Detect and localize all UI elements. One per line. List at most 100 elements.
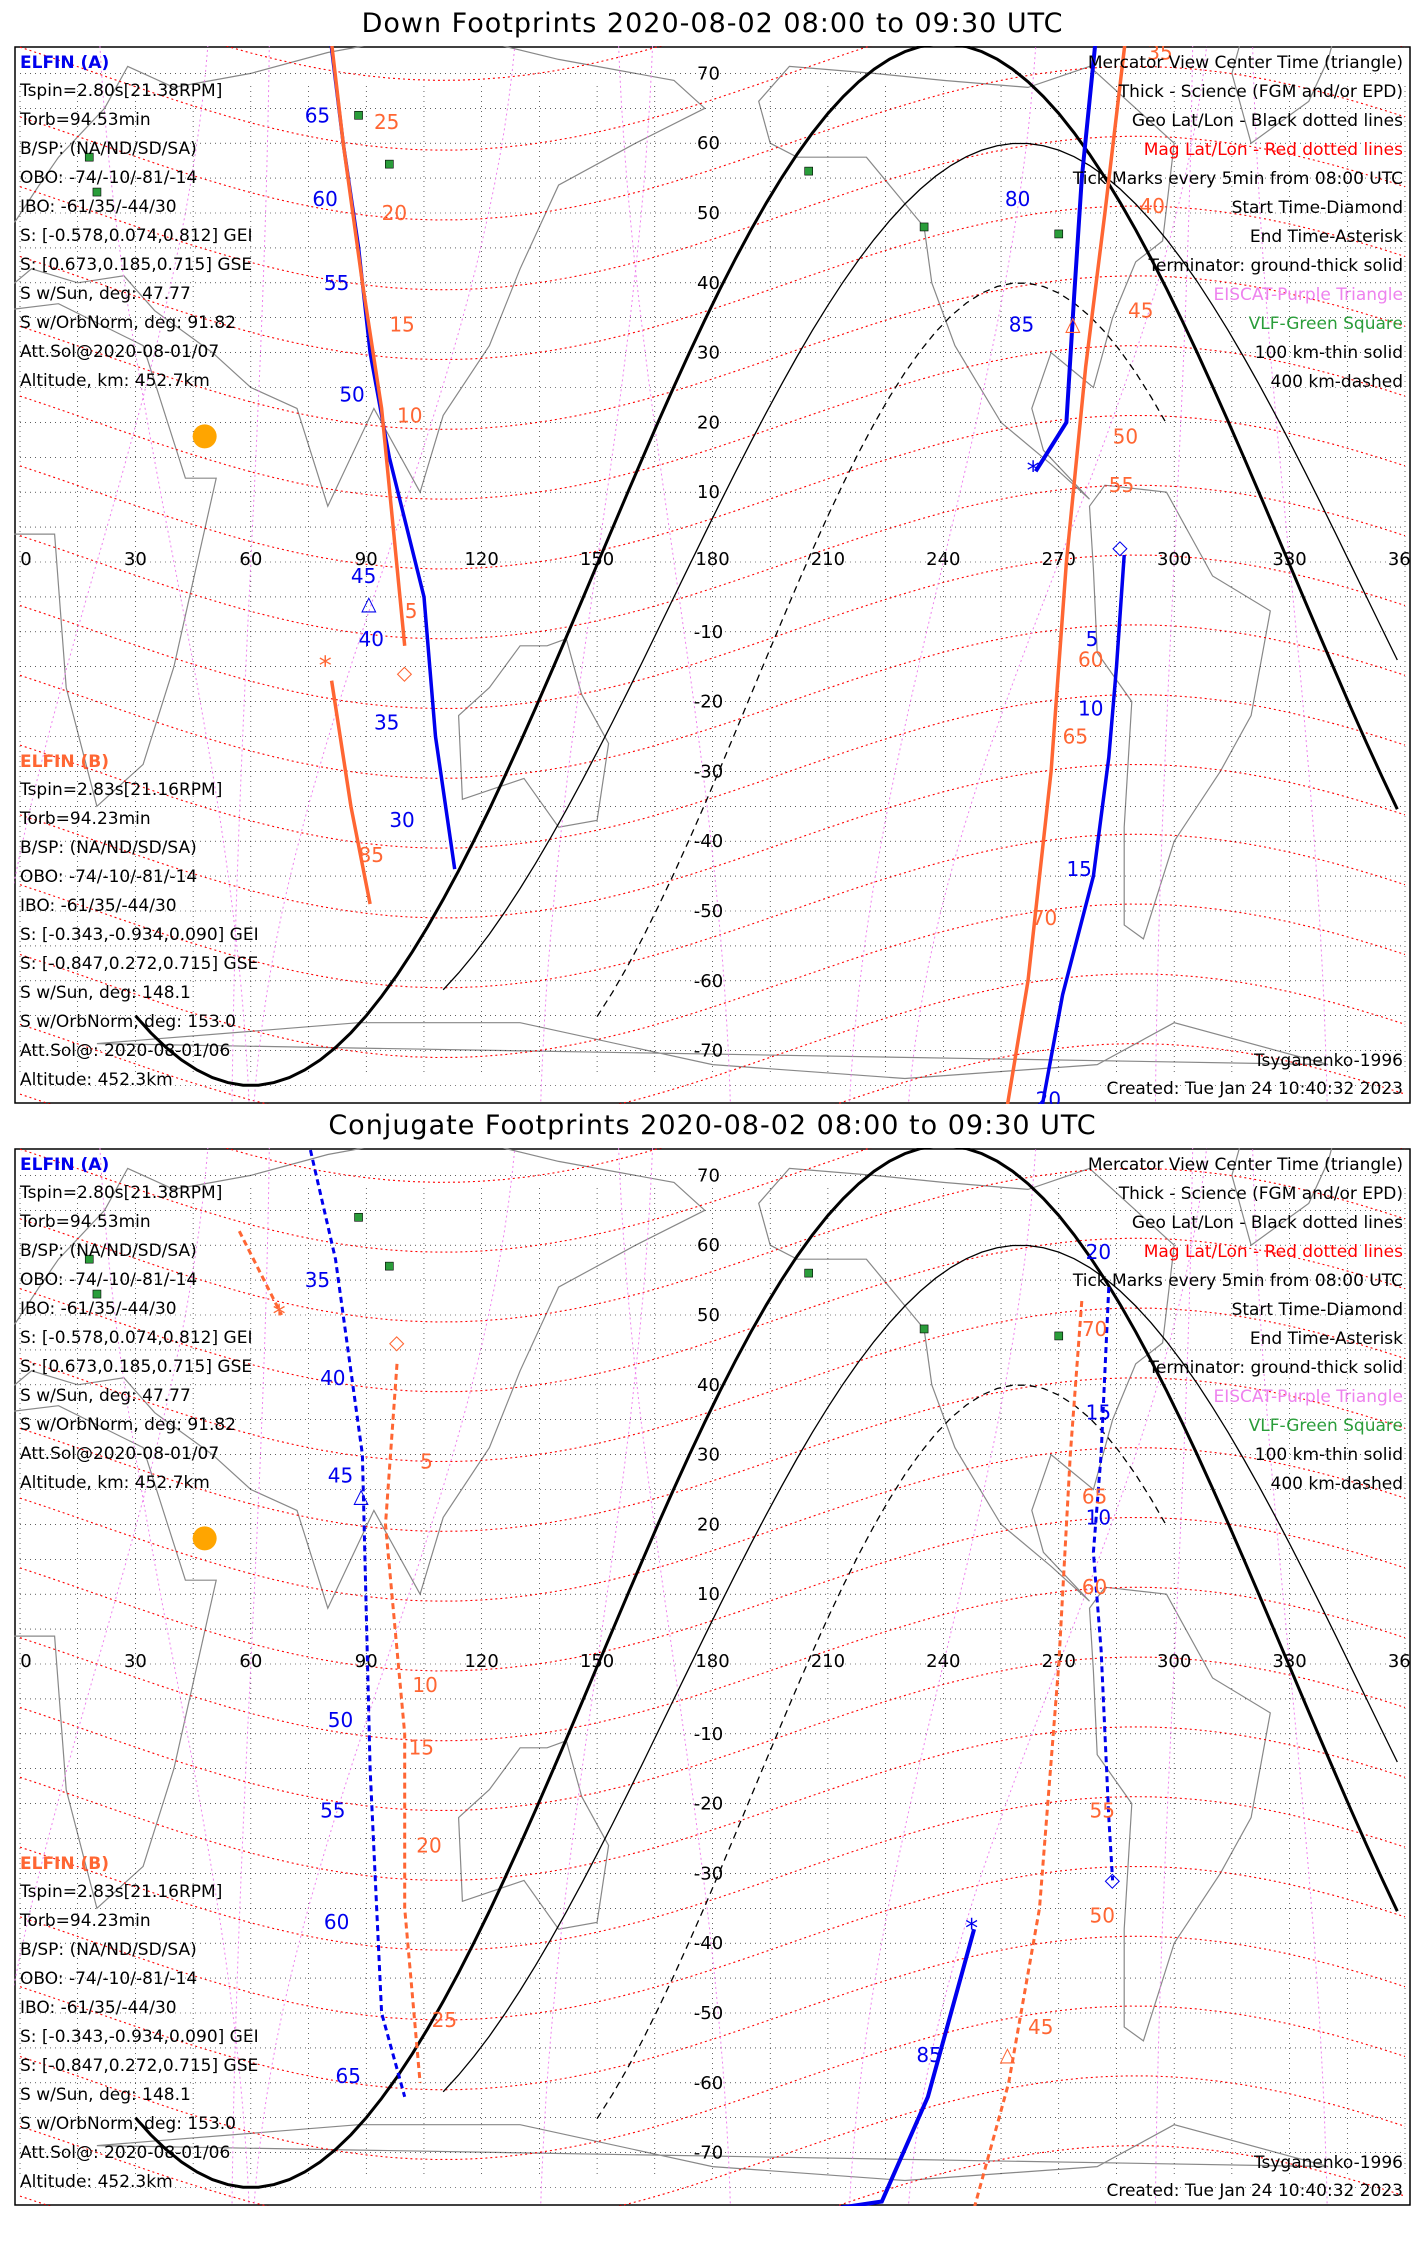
sun-icon (192, 424, 217, 449)
vlf-station-marker (92, 187, 102, 197)
elfin-b-tick-label: 20 (382, 201, 407, 225)
mag-meridian-line (907, 46, 1208, 1104)
elfin-b-info-line: S: [-0.847,0.272,0.715] GSE (20, 2056, 258, 2076)
legend-line: EISCAT-Purple Triangle (1213, 1387, 1403, 1407)
elfin-b-tick-label: 50 (1090, 1903, 1115, 1927)
created-timestamp: Created: Tue Jan 24 10:40:32 2023 (1106, 2181, 1403, 2201)
elfin-a-tick-label: 55 (320, 1799, 345, 1823)
model-name: Tsyganenko-1996 (1253, 2153, 1403, 2173)
elfin-a-info-line: S w/OrbNorm, deg: 91.82 (20, 313, 236, 333)
latitude-tick-label: -70 (694, 1041, 723, 1062)
latitude-tick-label: -50 (694, 901, 723, 922)
elfin-b-info-line: B/SP: (NA/ND/SD/SA) (20, 838, 197, 858)
elfin-a-tick-label: 85 (916, 2043, 941, 2067)
legend-line: Thick - Science (FGM and/or EPD) (1118, 82, 1403, 102)
sun-icon (192, 1526, 217, 1551)
elfin-b-tick-label: 60 (1078, 648, 1103, 672)
terminator-400km (596, 282, 1168, 1017)
elfin-b-info-line: S: [-0.343,-0.934,0.090] GEI (20, 925, 259, 945)
mag-latitude-line (19, 2145, 1406, 2206)
legend-line: Tick Marks every 5min from 08:00 UTC (1072, 1271, 1403, 1291)
mag-meridian-line (99, 46, 250, 1104)
elfin-b-tick-label: 35 (1147, 46, 1172, 64)
mag-meridian-line (1154, 1148, 1194, 2206)
legend-line: Start Time-Diamond (1232, 198, 1403, 218)
elfin-a-tick-label: 45 (328, 1464, 353, 1488)
down-footprints-map: 0 30 60 90 120 150 180 210 240 270 300 330 360 70 60 50… (14, 46, 1411, 1104)
elfin-b-conj-track-west (383, 1363, 422, 2083)
elfin-a-name: ELFIN (A) (20, 53, 109, 73)
elfin-b-tick-label: 25 (374, 110, 399, 134)
elfin-b-tick-label: 25 (432, 2008, 457, 2032)
elfin-b-tick-label: 5 (405, 599, 418, 623)
elfin-a-tick-label: 60 (324, 1910, 349, 1934)
latitude-tick-label: -10 (694, 622, 723, 643)
elfin-b-tick-label: 15 (389, 313, 414, 337)
legend-line: Start Time-Diamond (1232, 1300, 1403, 1320)
mag-meridian-line (253, 46, 516, 1104)
elfin-b-info-line: Tspin=2.83s[21.16RPM] (19, 1882, 222, 1902)
elfin-b-conj-track-north (237, 1230, 283, 1316)
vlf-station-marker (92, 1289, 102, 1299)
elfin-b-name: ELFIN (B) (20, 752, 109, 772)
end-time-asterisk: * (319, 652, 332, 682)
start-time-diamond: ◇ (1105, 1867, 1121, 1891)
longitude-tick-label: 120 (464, 549, 498, 570)
legend-line: Tick Marks every 5min from 08:00 UTC (1072, 169, 1403, 189)
longitude-tick-label: 210 (811, 549, 845, 570)
elfin-a-info-line: S w/Sun, deg: 47.77 (20, 1386, 191, 1406)
elfin-a-info-line: OBO: -74/-10/-81/-14 (20, 1270, 197, 1290)
longitude-tick-label: 300 (1157, 1651, 1191, 1672)
longitude-tick-label: 0 (20, 1651, 31, 1672)
elfin-b-info-line: Torb=94.23min (19, 809, 151, 829)
elfin-b-info-line: Torb=94.23min (19, 1911, 151, 1931)
mag-latitude-line (19, 1148, 1406, 1253)
mag-meridian-line (1154, 46, 1194, 1104)
elfin-b-tick-label: 70 (1032, 906, 1057, 930)
coastline-0 (14, 303, 217, 808)
elfin-b-tick-label: 65 (1063, 724, 1088, 748)
legend-line: VLF-Green Square (1249, 1416, 1403, 1436)
elfin-a-name: ELFIN (A) (20, 1155, 109, 1175)
legend-line: Terminator: ground-thick solid (1147, 256, 1403, 276)
elfin-a-info-line: IBO: -61/35/-44/30 (20, 1299, 177, 1319)
elfin-a-info-line: Torb=94.53min (19, 1212, 151, 1232)
elfin-a-info-line: IBO: -61/35/-44/30 (20, 197, 177, 217)
coastline-2 (457, 638, 610, 828)
coastline-3 (758, 1167, 1175, 1602)
latitude-tick-label: -40 (694, 1933, 723, 1954)
elfin-a-tick-label: 20 (1036, 1087, 1061, 1104)
elfin-b-info-line: S w/OrbNorm, deg: 153.0 (20, 1012, 236, 1032)
coastline-5 (1231, 46, 1333, 145)
elfin-b-info-line: Altitude: 452.3km (20, 1070, 173, 1090)
elfin-a-tick-label: 40 (359, 627, 384, 651)
mag-meridian-line (540, 1148, 654, 2206)
latitude-tick-label: 70 (697, 1165, 720, 1186)
longitude-tick-label: 180 (695, 549, 729, 570)
elfin-b-tick-label: 45 (1128, 299, 1153, 323)
elfin-a-tick-label: 10 (1078, 697, 1103, 721)
start-time-diamond: ◇ (1112, 535, 1128, 559)
longitude-tick-label: 360 (1388, 1651, 1411, 1672)
longitude-tick-label: 120 (464, 1651, 498, 1672)
longitude-tick-label: 240 (926, 1651, 960, 1672)
longitude-tick-label: 30 (124, 549, 147, 570)
coastline-5 (1231, 1148, 1333, 1247)
elfin-b-info-line: B/SP: (NA/ND/SD/SA) (20, 1940, 197, 1960)
longitude-tick-label: 210 (811, 1651, 845, 1672)
elfin-a-tick-label: 65 (305, 103, 330, 127)
longitude-tick-label: 180 (695, 1651, 729, 1672)
longitude-tick-label: 30 (124, 1651, 147, 1672)
vlf-station-marker (84, 1254, 94, 1264)
vlf-station-marker (804, 166, 813, 176)
elfin-a-info-line: Torb=94.53min (19, 110, 151, 130)
conjugate-footprints-map: 0306090120150180210240270300330360706050… (14, 1148, 1411, 2206)
legend-line: Terminator: ground-thick solid (1147, 1358, 1403, 1378)
elfin-a-info-line: Altitude, km: 452.7km (20, 1473, 210, 1493)
mag-meridian-line (540, 46, 654, 1104)
elfin-a-conj-track-east (1091, 1287, 1115, 1881)
legend-line: 400 km-dashed (1271, 372, 1403, 392)
latitude-tick-label: -60 (694, 2073, 723, 2094)
elfin-b-track-west (330, 46, 407, 646)
terminator-ground (134, 46, 1399, 1087)
